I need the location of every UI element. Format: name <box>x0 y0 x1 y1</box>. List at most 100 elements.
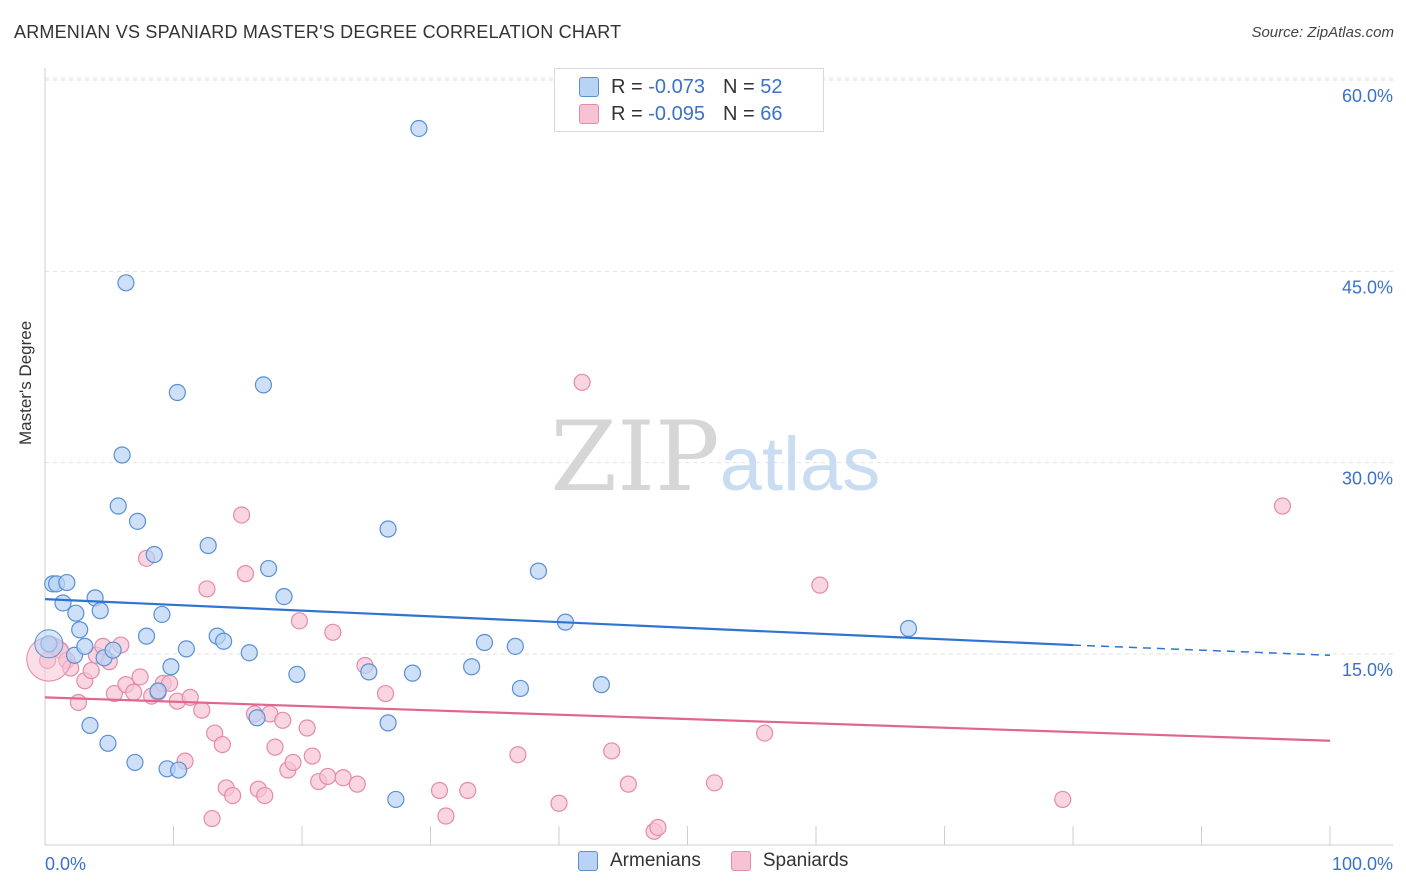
spaniard-point <box>573 373 591 391</box>
armenian-point <box>58 573 76 592</box>
spaniard-point <box>290 612 309 630</box>
legend-row-spaniards: R = -0.095 N = 66 <box>579 101 782 127</box>
spaniard-point <box>298 719 316 737</box>
spaniard-point <box>105 684 123 703</box>
spaniard-point <box>213 735 231 754</box>
armenian-point <box>592 676 611 694</box>
y-tick-label: 45.0% <box>1342 277 1393 297</box>
spaniard-point <box>69 693 88 712</box>
y-tick-label: 15.0% <box>1342 660 1393 680</box>
spaniard-point <box>603 742 621 760</box>
spaniard-point <box>348 775 366 793</box>
spaniard-point <box>193 701 211 719</box>
blue-swatch <box>579 77 599 97</box>
spaniard-point <box>319 767 337 786</box>
armenian-point <box>71 621 89 639</box>
armenian-point <box>137 627 156 645</box>
spaniard-point <box>437 807 455 825</box>
tick-labels: 15.0% 30.0% 45.0% 60.0% 0.0% 100.0% <box>45 86 1393 874</box>
pink-swatch <box>579 104 599 124</box>
armenian-point <box>506 637 524 655</box>
armenian-point <box>387 790 405 809</box>
armenian-point <box>288 665 306 684</box>
legend-n-label: N = <box>722 75 761 98</box>
armenian-point <box>126 753 144 772</box>
armenian-point <box>104 641 122 659</box>
armenians-trend-extension <box>1072 644 1331 657</box>
spaniards-trend-line <box>44 696 1331 742</box>
spaniard-point <box>459 781 477 800</box>
spaniard-point <box>1054 790 1072 809</box>
legend-item-armenians: Armenians <box>578 850 701 872</box>
legend-r-label: R = <box>611 75 649 98</box>
armenian-cluster <box>34 629 64 659</box>
armenian-point <box>463 658 481 676</box>
armenian-point <box>410 119 428 138</box>
spaniard-point <box>1273 497 1292 515</box>
armenian-point <box>113 446 131 464</box>
armenian-point <box>248 709 266 727</box>
armenians-points <box>34 119 918 809</box>
armenian-point <box>275 587 293 606</box>
armenian-point <box>379 520 397 538</box>
source-label: Source: ZipAtlas.com <box>1251 24 1394 41</box>
spaniard-point <box>303 747 321 765</box>
legend-spaniards-label: Spaniards <box>762 850 849 871</box>
armenian-point <box>899 619 918 638</box>
armenian-point <box>67 604 85 622</box>
chart-title: ARMENIAN VS SPANIARD MASTER'S DEGREE COR… <box>14 22 622 42</box>
spaniard-point <box>256 786 274 805</box>
armenian-point <box>168 383 186 402</box>
spaniard-point <box>619 775 637 793</box>
armenian-point <box>91 602 109 620</box>
watermark-zip: ZIP <box>550 401 719 513</box>
x-tick-label: 100.0% <box>1332 854 1393 874</box>
armenian-point <box>511 679 530 698</box>
armenian-point <box>128 512 147 530</box>
spaniard-point <box>705 774 724 792</box>
armenian-point <box>215 632 233 650</box>
spaniard-point <box>811 576 829 594</box>
armenian-point <box>254 376 273 394</box>
series-legend: Armenians Spaniards <box>578 850 878 872</box>
spaniard-point <box>198 580 216 598</box>
legend-n-value: 66 <box>760 102 783 125</box>
armenian-point <box>145 545 163 564</box>
spaniard-point <box>284 753 302 772</box>
spaniard-point <box>224 786 242 805</box>
x-tick-label: 0.0% <box>45 854 86 874</box>
spaniard-point <box>430 781 449 800</box>
spaniard-point <box>82 661 100 680</box>
spaniard-point <box>274 711 292 729</box>
spaniard-point <box>266 738 284 756</box>
y-tick-label: 60.0% <box>1342 86 1393 106</box>
trend-lines <box>44 598 1331 742</box>
legend-row-armenians: R = -0.073 N = 52 <box>579 74 782 100</box>
armenians-trend-line <box>44 598 1074 647</box>
armenian-point <box>529 562 548 580</box>
legend-armenians-label: Armenians <box>610 850 701 871</box>
armenian-point <box>149 682 167 700</box>
spaniard-point <box>125 683 143 701</box>
y-axis-label: Master's Degree <box>16 320 35 445</box>
armenian-point <box>475 633 494 652</box>
spaniard-point <box>334 769 352 787</box>
armenian-point <box>360 663 378 681</box>
spaniard-point <box>203 809 221 828</box>
armenian-point <box>170 761 188 779</box>
spaniard-point <box>376 684 395 703</box>
legend-n-label: N = <box>722 102 761 125</box>
pink-swatch <box>730 851 751 871</box>
armenian-point <box>109 497 127 515</box>
armenian-point <box>162 658 180 676</box>
armenian-point <box>117 274 135 292</box>
armenian-point <box>76 637 94 655</box>
legend-item-spaniards: Spaniards <box>730 850 849 872</box>
spaniard-point <box>324 623 342 641</box>
legend-r-value: -0.095 <box>648 102 705 125</box>
spaniard-point <box>233 506 251 524</box>
spaniard-point <box>649 818 667 837</box>
blue-swatch <box>578 851 598 871</box>
spaniard-point <box>550 794 568 812</box>
y-tick-label: 30.0% <box>1342 469 1393 489</box>
